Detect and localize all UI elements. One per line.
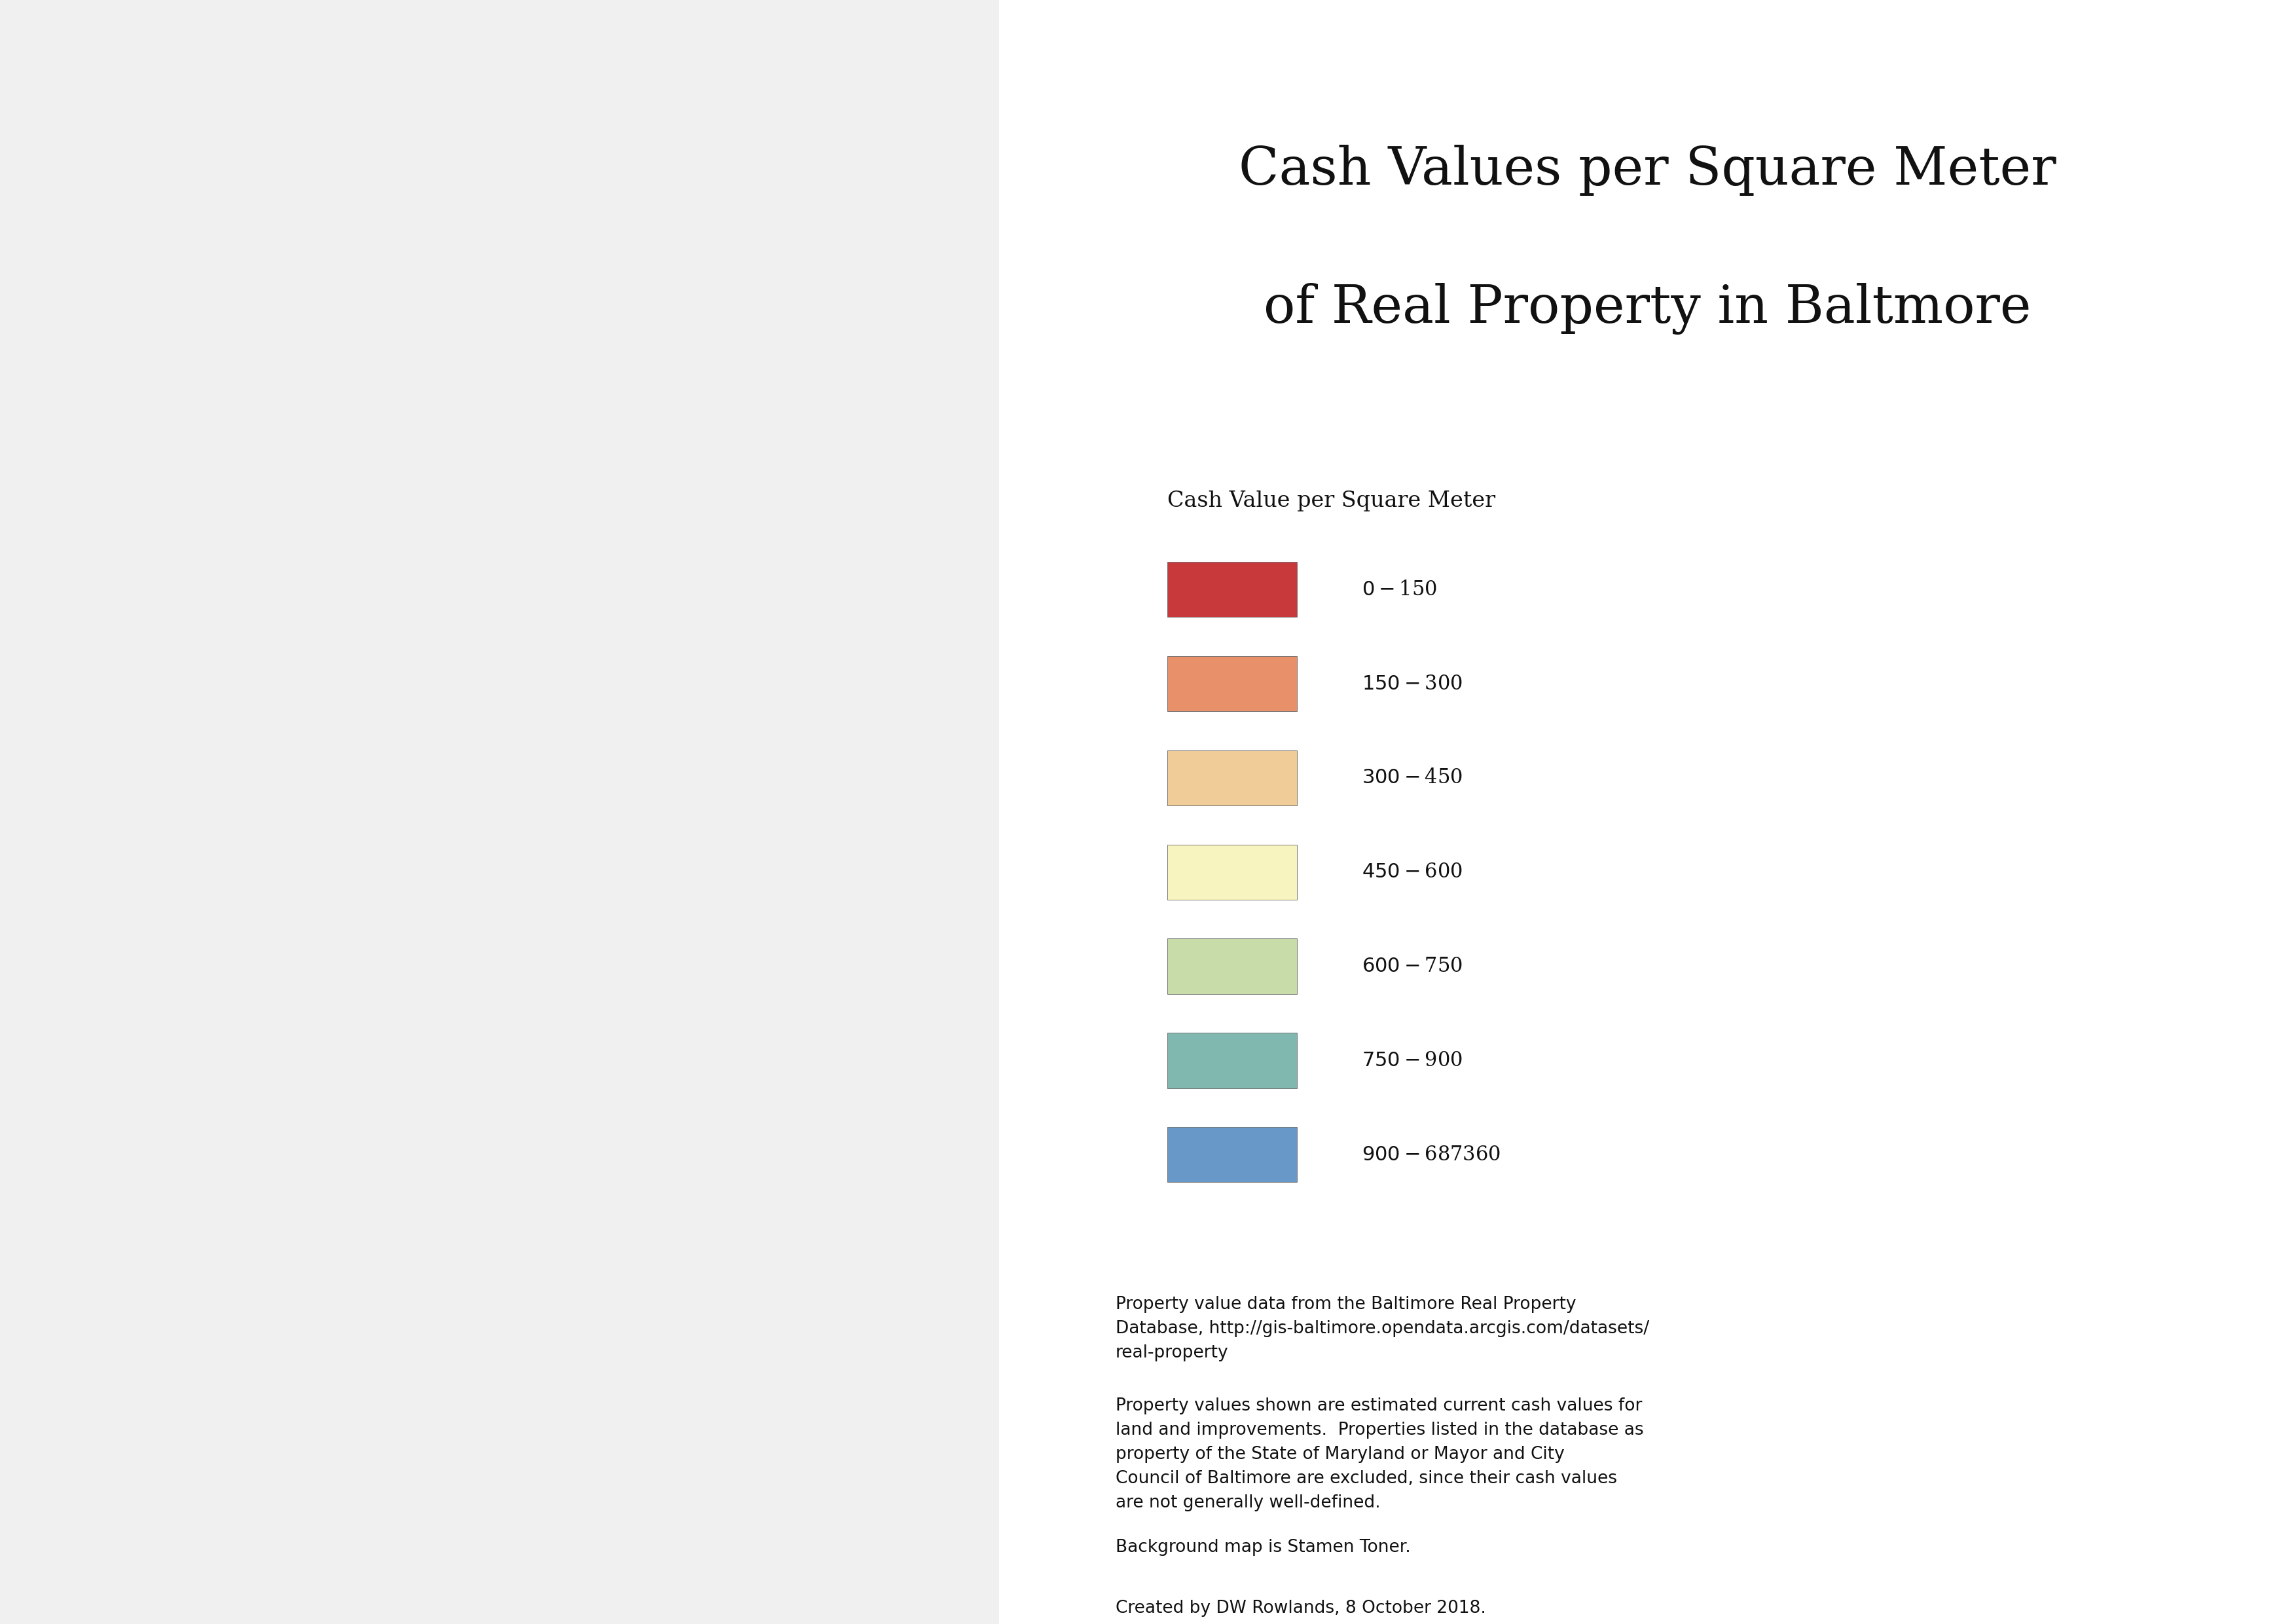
FancyBboxPatch shape <box>1166 1033 1297 1088</box>
FancyBboxPatch shape <box>1166 656 1297 711</box>
Text: of Real Property in Baltmore: of Real Property in Baltmore <box>1263 283 2032 335</box>
FancyBboxPatch shape <box>1166 844 1297 900</box>
Text: $900 - $687360: $900 - $687360 <box>1362 1145 1502 1164</box>
Text: Created by DW Rowlands, 8 October 2018.: Created by DW Rowlands, 8 October 2018. <box>1116 1600 1486 1618</box>
Text: $150 - $300: $150 - $300 <box>1362 674 1463 693</box>
Text: $750 - $900: $750 - $900 <box>1362 1051 1463 1070</box>
FancyBboxPatch shape <box>1166 750 1297 806</box>
Text: Property values shown are estimated current cash values for
land and improvement: Property values shown are estimated curr… <box>1116 1397 1644 1512</box>
Text: $600 - $750: $600 - $750 <box>1362 957 1463 976</box>
Text: Cash Value per Square Meter: Cash Value per Square Meter <box>1166 490 1495 512</box>
FancyBboxPatch shape <box>1166 1127 1297 1182</box>
Text: Background map is Stamen Toner.: Background map is Stamen Toner. <box>1116 1540 1410 1556</box>
Text: $300 - $450: $300 - $450 <box>1362 768 1463 788</box>
FancyBboxPatch shape <box>1166 562 1297 617</box>
FancyBboxPatch shape <box>1166 939 1297 994</box>
Text: Cash Values per Square Meter: Cash Values per Square Meter <box>1238 145 2057 197</box>
Text: $0 - $150: $0 - $150 <box>1362 580 1437 599</box>
Text: Property value data from the Baltimore Real Property
Database, http://gis-baltim: Property value data from the Baltimore R… <box>1116 1296 1649 1361</box>
Text: $450 - $600: $450 - $600 <box>1362 862 1463 882</box>
